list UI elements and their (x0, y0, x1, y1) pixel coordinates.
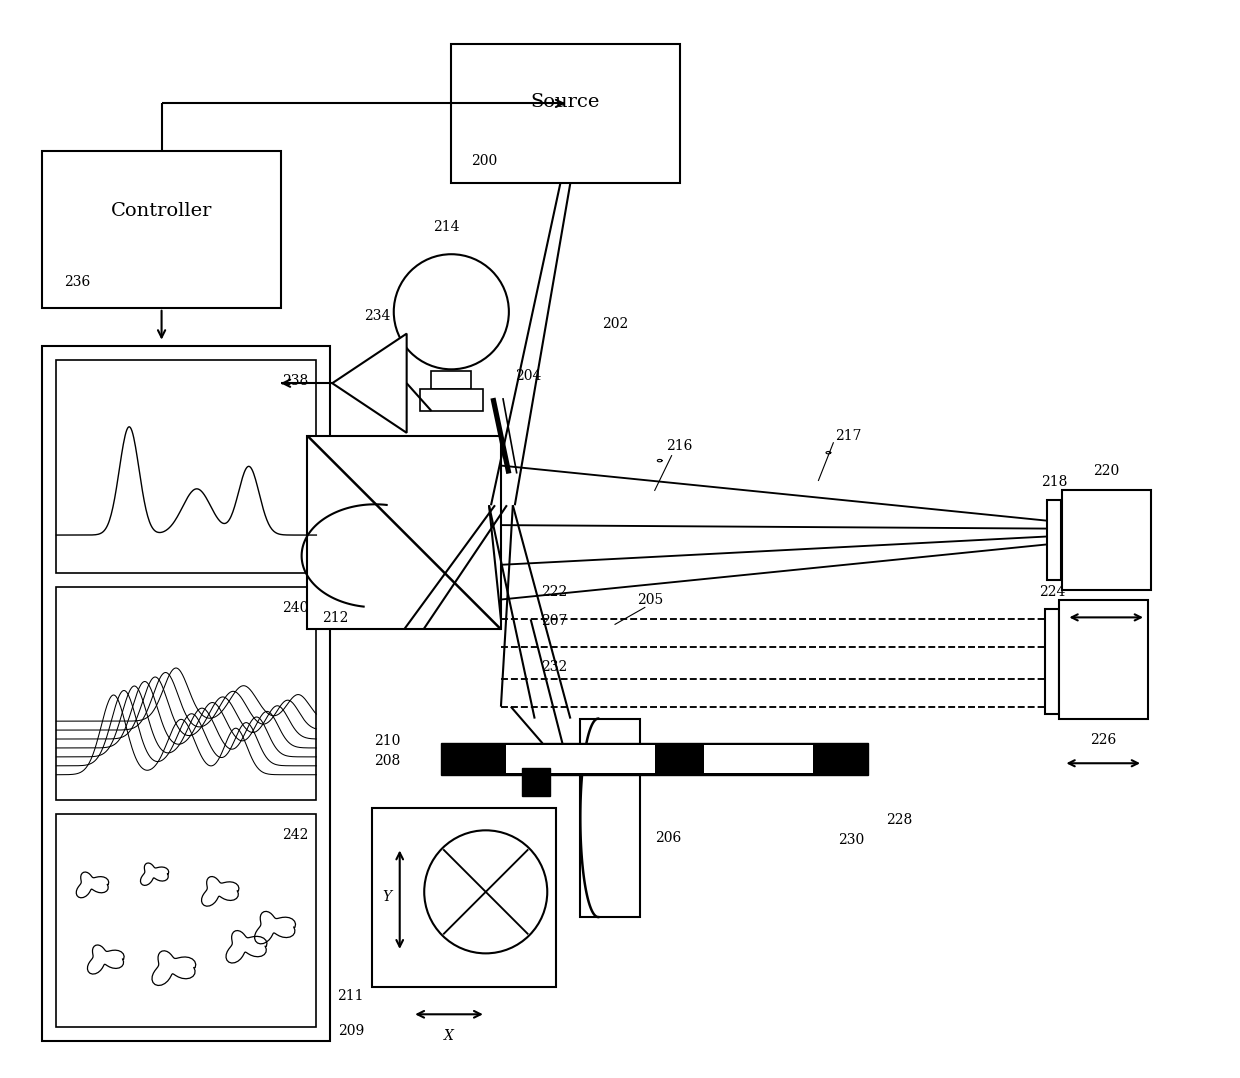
Text: 214: 214 (433, 220, 460, 234)
Text: 222: 222 (541, 584, 567, 598)
Bar (1047, 500, 1060, 580)
Text: 230: 230 (838, 832, 864, 846)
Bar (451, 44, 680, 183)
Text: 205: 205 (636, 593, 663, 607)
Text: 220: 220 (1094, 464, 1120, 478)
Text: 217: 217 (835, 429, 862, 443)
Text: Y: Y (382, 890, 392, 904)
Bar (1061, 490, 1151, 590)
Text: 206: 206 (655, 831, 681, 845)
Text: 226: 226 (1090, 733, 1116, 747)
Bar (56, 360, 316, 573)
Text: 242: 242 (281, 828, 309, 842)
Bar (372, 807, 556, 986)
Text: 238: 238 (283, 374, 309, 388)
Bar (308, 436, 501, 630)
Text: X: X (444, 1029, 454, 1044)
Circle shape (424, 830, 547, 953)
Text: 211: 211 (337, 990, 365, 1004)
Bar (441, 744, 868, 775)
Bar (522, 769, 549, 796)
Bar (42, 151, 280, 308)
Bar (56, 814, 316, 1027)
Text: 208: 208 (373, 755, 401, 769)
Bar (1059, 599, 1148, 719)
Polygon shape (332, 333, 407, 433)
Text: 236: 236 (64, 275, 91, 289)
Text: 232: 232 (541, 660, 567, 674)
Bar (1044, 609, 1059, 714)
Bar (506, 745, 655, 773)
Text: 224: 224 (1039, 584, 1066, 598)
Text: 234: 234 (363, 308, 391, 322)
Text: Controller: Controller (110, 202, 212, 220)
Bar (704, 745, 813, 773)
Text: 240: 240 (281, 602, 309, 616)
Bar (419, 389, 484, 411)
Text: 204: 204 (516, 370, 542, 384)
Text: Source: Source (531, 93, 600, 111)
Text: 202: 202 (601, 317, 629, 331)
Bar (580, 719, 640, 917)
Text: 228: 228 (885, 813, 913, 827)
Bar (42, 346, 330, 1041)
Text: 212: 212 (322, 611, 348, 625)
Bar (56, 588, 316, 800)
Text: 209: 209 (337, 1024, 365, 1038)
Text: 218: 218 (1042, 475, 1068, 489)
Bar (432, 371, 471, 389)
Circle shape (394, 254, 508, 370)
Text: 210: 210 (373, 734, 401, 748)
Text: 200: 200 (471, 154, 497, 168)
Text: 207: 207 (541, 614, 567, 628)
Text: 216: 216 (666, 439, 693, 453)
